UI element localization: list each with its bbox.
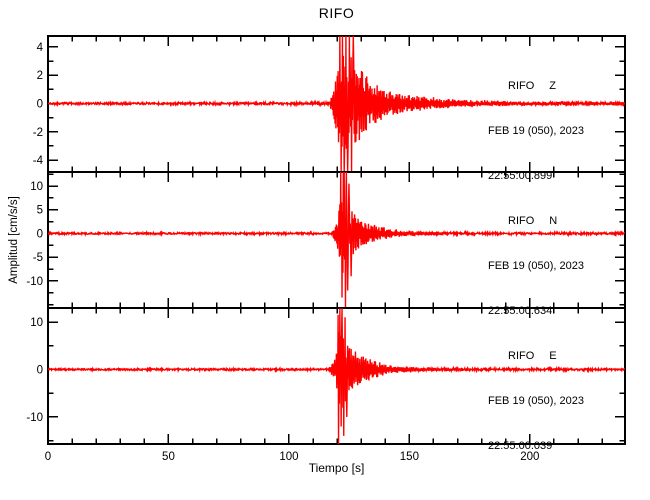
- annotation-panel-z: RIFO Z FEB 19 (050), 2023 22:55:00.899: [488, 49, 584, 214]
- event-date: FEB 19 (050), 2023: [488, 125, 585, 137]
- y-tick-label: 0: [37, 228, 43, 240]
- plot-title: RIFO: [318, 5, 355, 21]
- annotation-panel-n: RIFO N FEB 19 (050), 2023 22:55:00.634: [488, 184, 584, 349]
- station-name: RIFO: [508, 215, 535, 227]
- x-tick-label: 0: [45, 451, 51, 463]
- panel-frame-E: [47, 307, 626, 445]
- y-tick-label: -4: [33, 155, 44, 167]
- y-tick-label: -5: [33, 252, 43, 264]
- ticks-N: [47, 173, 624, 307]
- event-time: 22:55:00.039: [488, 440, 553, 452]
- y-tick-label: 2: [37, 70, 43, 82]
- event-date: FEB 19 (050), 2023: [488, 395, 585, 407]
- x-axis-label: Tiempo [s]: [308, 461, 365, 475]
- y-tick-label: -2: [33, 127, 43, 139]
- event-time: 22:55:00.634: [488, 305, 553, 317]
- station-component-line: RIFO E: [488, 349, 584, 364]
- waveform-N: [48, 172, 625, 308]
- annotation-panel-e: RIFO E FEB 19 (050), 2023 22:55:00.039: [488, 319, 584, 484]
- y-tick-label: 4: [37, 42, 44, 54]
- y-tick-label: 10: [30, 317, 43, 329]
- y-tick-label: 0: [37, 99, 43, 111]
- component-name: Z: [549, 80, 557, 92]
- x-tick-label: 200: [520, 451, 539, 463]
- y-tick-label: 0: [37, 364, 43, 376]
- component-name: E: [549, 350, 557, 362]
- x-tick-label: 100: [279, 451, 298, 463]
- x-tick-label: 50: [162, 451, 175, 463]
- y-tick-label: 10: [30, 181, 43, 193]
- y-tick-label: -10: [26, 276, 43, 288]
- station-name: RIFO: [508, 350, 535, 362]
- ticks-E: [47, 309, 624, 443]
- component-name: N: [549, 215, 558, 227]
- y-tick-label: -10: [26, 412, 43, 424]
- x-tick-label: 150: [400, 451, 419, 463]
- waveform-E: [48, 308, 625, 444]
- event-date: FEB 19 (050), 2023: [488, 260, 585, 272]
- station-name: RIFO: [508, 80, 535, 92]
- event-time: 22:55:00.899: [488, 170, 553, 182]
- y-axis-label: Amplitud [cm/s/s]: [8, 196, 20, 284]
- station-component-line: RIFO Z: [488, 79, 584, 94]
- station-component-line: RIFO N: [488, 214, 584, 229]
- y-tick-label: 5: [37, 205, 43, 217]
- waveform-Z: [48, 36, 625, 172]
